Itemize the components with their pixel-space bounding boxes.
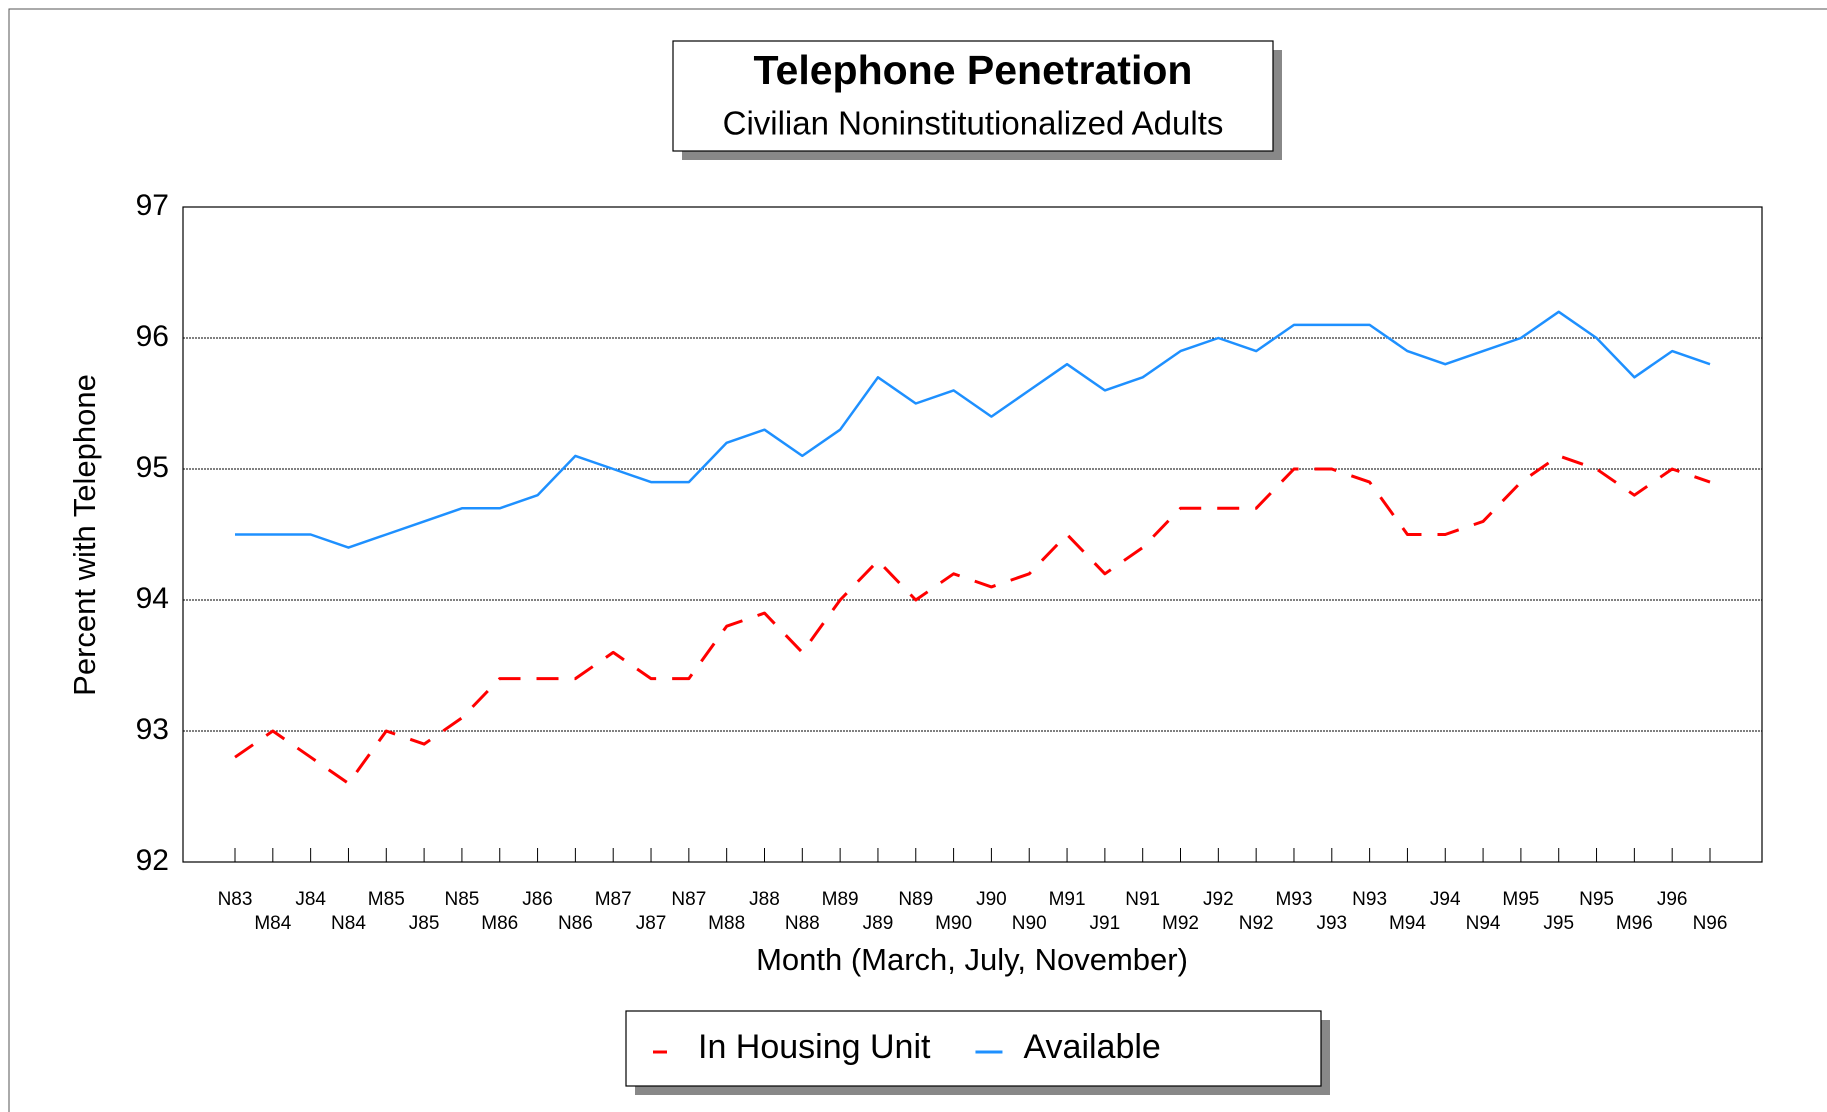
x-tick-label: N93 <box>1352 889 1387 910</box>
x-tick-label: M96 <box>1616 913 1653 934</box>
x-tick-label: N85 <box>444 889 479 910</box>
legend-box <box>625 1010 1322 1087</box>
x-tick-label: J93 <box>1316 913 1347 934</box>
x-tick-label: N94 <box>1466 913 1501 934</box>
x-tick-label: M91 <box>1049 889 1086 910</box>
y-tick-label: 92 <box>136 844 169 877</box>
x-tick-label: N86 <box>558 913 593 934</box>
x-tick-label: M84 <box>254 913 291 934</box>
plot-frame <box>182 206 1763 863</box>
x-tick-label: N92 <box>1239 913 1274 934</box>
y-tick-label: 93 <box>136 713 169 746</box>
x-tick-label: M95 <box>1502 889 1539 910</box>
x-tick-label: M89 <box>822 889 859 910</box>
y-axis-title: Percent with Telephone <box>67 374 102 696</box>
x-tick-label: J95 <box>1543 913 1574 934</box>
x-tick-label: N95 <box>1579 889 1614 910</box>
chart-title: Telephone Penetration <box>754 47 1193 93</box>
x-tick-label: J89 <box>863 913 894 934</box>
x-tick-label: J86 <box>522 889 553 910</box>
page-border <box>8 8 1827 1112</box>
x-tick-label: J92 <box>1203 889 1234 910</box>
x-tick-label: J85 <box>409 913 440 934</box>
x-tick-label: J84 <box>295 889 326 910</box>
x-tick-label: N96 <box>1693 913 1728 934</box>
x-tick-label: N87 <box>671 889 706 910</box>
x-tick-label: M94 <box>1389 913 1426 934</box>
x-tick-label: N89 <box>898 889 933 910</box>
chart-subtitle: Civilian Noninstitutionalized Adults <box>723 105 1224 142</box>
x-tick-label: J90 <box>976 889 1007 910</box>
x-tick-label: M88 <box>708 913 745 934</box>
x-tick-label: J96 <box>1657 889 1688 910</box>
x-tick-label: N84 <box>331 913 366 934</box>
x-tick-label: M86 <box>481 913 518 934</box>
x-tick-label: M87 <box>595 889 632 910</box>
x-tick-label: J94 <box>1430 889 1461 910</box>
y-tick-label: 95 <box>136 451 169 484</box>
series-line <box>234 454 1711 785</box>
x-tick-label: M85 <box>368 889 405 910</box>
x-tick-label: M90 <box>935 913 972 934</box>
title-box <box>672 40 1274 152</box>
legend-label: In Housing Unit <box>698 1028 931 1066</box>
x-tick-label: N90 <box>1012 913 1047 934</box>
x-tick-label: M93 <box>1275 889 1312 910</box>
x-tick-label: M92 <box>1162 913 1199 934</box>
series-line <box>235 310 1711 549</box>
x-tick-label: N83 <box>218 889 253 910</box>
x-tick-label: J91 <box>1090 913 1121 934</box>
y-tick-label: 97 <box>136 189 169 222</box>
x-tick-label: J87 <box>636 913 667 934</box>
y-tick-label: 94 <box>136 582 169 615</box>
x-tick-label: N88 <box>785 913 820 934</box>
legend-label: Available <box>1023 1028 1160 1066</box>
x-tick-label: J88 <box>749 889 780 910</box>
x-tick-label: N91 <box>1125 889 1160 910</box>
y-tick-label: 96 <box>136 320 169 353</box>
x-axis-title: Month (March, July, November) <box>756 942 1188 977</box>
